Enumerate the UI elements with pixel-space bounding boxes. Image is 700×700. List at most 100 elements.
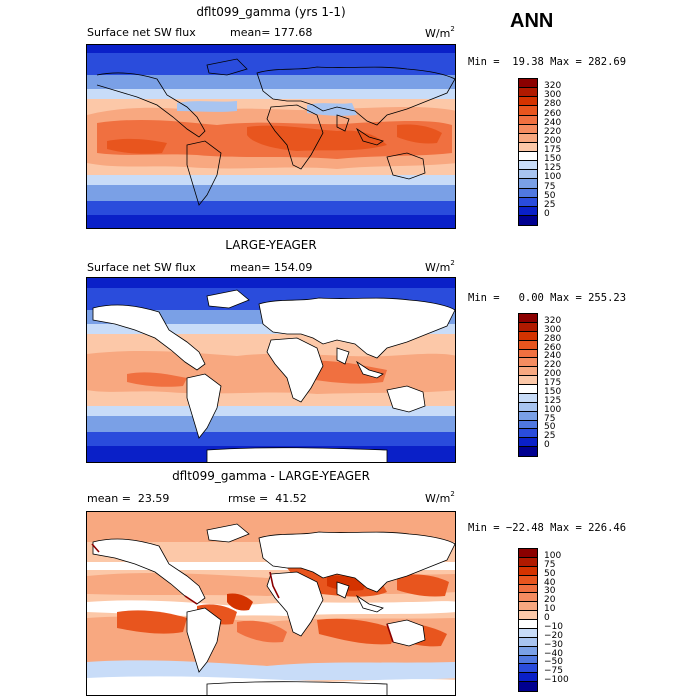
colorbar-swatch <box>519 106 537 116</box>
colorbar-tick-label: 175 <box>544 145 562 155</box>
colorbar-swatch <box>519 682 537 691</box>
colorbar-swatch <box>519 673 537 683</box>
colorbar-swatch <box>519 376 537 385</box>
panel-3-mean: mean = 23.59 <box>87 492 170 505</box>
colorbar-tick-label: 0 <box>544 440 550 451</box>
colorbar-swatch <box>519 124 537 134</box>
colorbar-swatch <box>519 438 537 448</box>
panel-1-field <box>87 45 455 228</box>
panel-2-variable: Surface net SW flux <box>87 261 196 274</box>
colorbar-swatch <box>519 79 537 89</box>
panel-3-units: W/m2 <box>425 490 455 505</box>
colorbar-swatch <box>519 188 537 198</box>
colorbar-swatch <box>519 411 537 421</box>
colorbar-swatch <box>519 646 537 656</box>
colorbar-tick-label: 320 <box>544 81 562 92</box>
colorbar-swatch <box>519 420 537 430</box>
colorbar-swatch <box>519 637 537 647</box>
panel-3-colorbar <box>518 548 538 692</box>
colorbar-tick-label: 125 <box>544 395 562 406</box>
colorbar-swatch <box>519 664 537 674</box>
colorbar-swatch <box>519 133 537 143</box>
panel-1-colorbar-labels: 320 300 280 260 240 220 200 175 150 125 … <box>544 78 584 226</box>
panel-2-mean: mean= 154.09 <box>230 261 313 274</box>
colorbar-swatch <box>519 170 537 180</box>
colorbar-tick-label: −10 <box>544 621 563 632</box>
colorbar-tick-label: 150 <box>544 386 562 397</box>
panel-2-colorbar-labels: 320 300 280 260 240 220 200 175 150 125 … <box>544 313 584 457</box>
colorbar-swatch <box>519 322 537 332</box>
colorbar-tick-label: 125 <box>544 163 562 174</box>
panel-1-title: dflt099_gamma (yrs 1-1) <box>196 5 346 19</box>
colorbar-swatch <box>519 447 537 456</box>
colorbar-swatch <box>519 593 537 603</box>
colorbar-swatch <box>519 349 537 359</box>
panel-2-minmax: Min = 0.00 Max = 255.23 <box>468 292 627 304</box>
colorbar-tick-label: 300 <box>544 324 562 335</box>
colorbar-tick-label: 260 <box>544 108 562 119</box>
colorbar-tick-label: 100 <box>544 172 562 183</box>
colorbar-tick-label: 200 <box>544 135 562 146</box>
panel-2-field <box>87 278 455 462</box>
panel-1-mean: mean= 177.68 <box>230 26 313 39</box>
colorbar-swatch <box>519 161 537 171</box>
panel-3-colorbar-labels: 100 75 50 40 30 20 10 0 −10 −20 −30 −40 … <box>544 548 584 692</box>
colorbar-swatch <box>519 620 537 629</box>
colorbar-swatch <box>519 549 537 558</box>
panel-1-map <box>86 44 456 229</box>
colorbar-swatch <box>519 367 537 377</box>
colorbar-tick-label: −75 <box>544 666 563 677</box>
colorbar-swatch <box>519 115 537 125</box>
colorbar-swatch <box>519 429 537 439</box>
colorbar-tick-label: −30 <box>544 639 563 650</box>
colorbar-swatch <box>519 584 537 594</box>
panel-1-minmax: Min = 19.38 Max = 282.69 <box>468 56 627 68</box>
colorbar-swatch <box>519 179 537 189</box>
colorbar-tick-label: 300 <box>544 90 562 101</box>
colorbar-swatch <box>519 393 537 403</box>
colorbar-swatch <box>519 197 537 207</box>
panel-2-title: LARGE-YEAGER <box>225 238 317 252</box>
colorbar-swatch <box>519 402 537 412</box>
colorbar-tick-label: 175 <box>544 378 562 388</box>
colorbar-tick-label: 50 <box>544 568 556 579</box>
colorbar-swatch <box>519 331 537 341</box>
colorbar-tick-label: 200 <box>544 369 562 380</box>
colorbar-swatch <box>519 611 537 620</box>
panel-1-variable: Surface net SW flux <box>87 26 196 39</box>
colorbar-tick-label: 75 <box>544 413 556 424</box>
colorbar-swatch <box>519 88 537 98</box>
panel-3-map <box>86 511 456 696</box>
colorbar-swatch <box>519 97 537 107</box>
colorbar-tick-label: 25 <box>544 199 556 210</box>
colorbar-tick-label: −50 <box>544 657 563 668</box>
colorbar-tick-label: 240 <box>544 117 562 128</box>
colorbar-tick-label: 10 <box>544 604 556 615</box>
colorbar-tick-label: 280 <box>544 333 562 344</box>
colorbar-tick-label: 100 <box>544 404 562 415</box>
colorbar-tick-label: 75 <box>544 559 556 570</box>
colorbar-swatch <box>519 142 537 152</box>
panel-3-minmax: Min = −22.48 Max = 226.46 <box>468 522 627 534</box>
colorbar-tick-label: 25 <box>544 431 556 442</box>
colorbar-swatch <box>519 566 537 576</box>
season-label: ANN <box>510 10 554 32</box>
colorbar-swatch <box>519 655 537 665</box>
colorbar-swatch <box>519 340 537 350</box>
colorbar-swatch <box>519 557 537 567</box>
panel-1-units: W/m2 <box>425 25 455 40</box>
colorbar-swatch <box>519 206 537 216</box>
colorbar-swatch <box>519 152 537 162</box>
colorbar-swatch <box>519 385 537 394</box>
colorbar-tick-label: 40 <box>544 577 556 588</box>
colorbar-tick-label: 100 <box>544 550 562 561</box>
colorbar-tick-label: −100 <box>544 675 569 686</box>
colorbar-swatch <box>519 628 537 638</box>
colorbar-tick-label: 50 <box>544 190 556 201</box>
panel-2-colorbar <box>518 313 538 457</box>
colorbar-tick-label: 50 <box>544 422 556 433</box>
colorbar-tick-label: 20 <box>544 595 556 606</box>
colorbar-swatch <box>519 215 537 225</box>
colorbar-tick-label: 220 <box>544 126 562 137</box>
